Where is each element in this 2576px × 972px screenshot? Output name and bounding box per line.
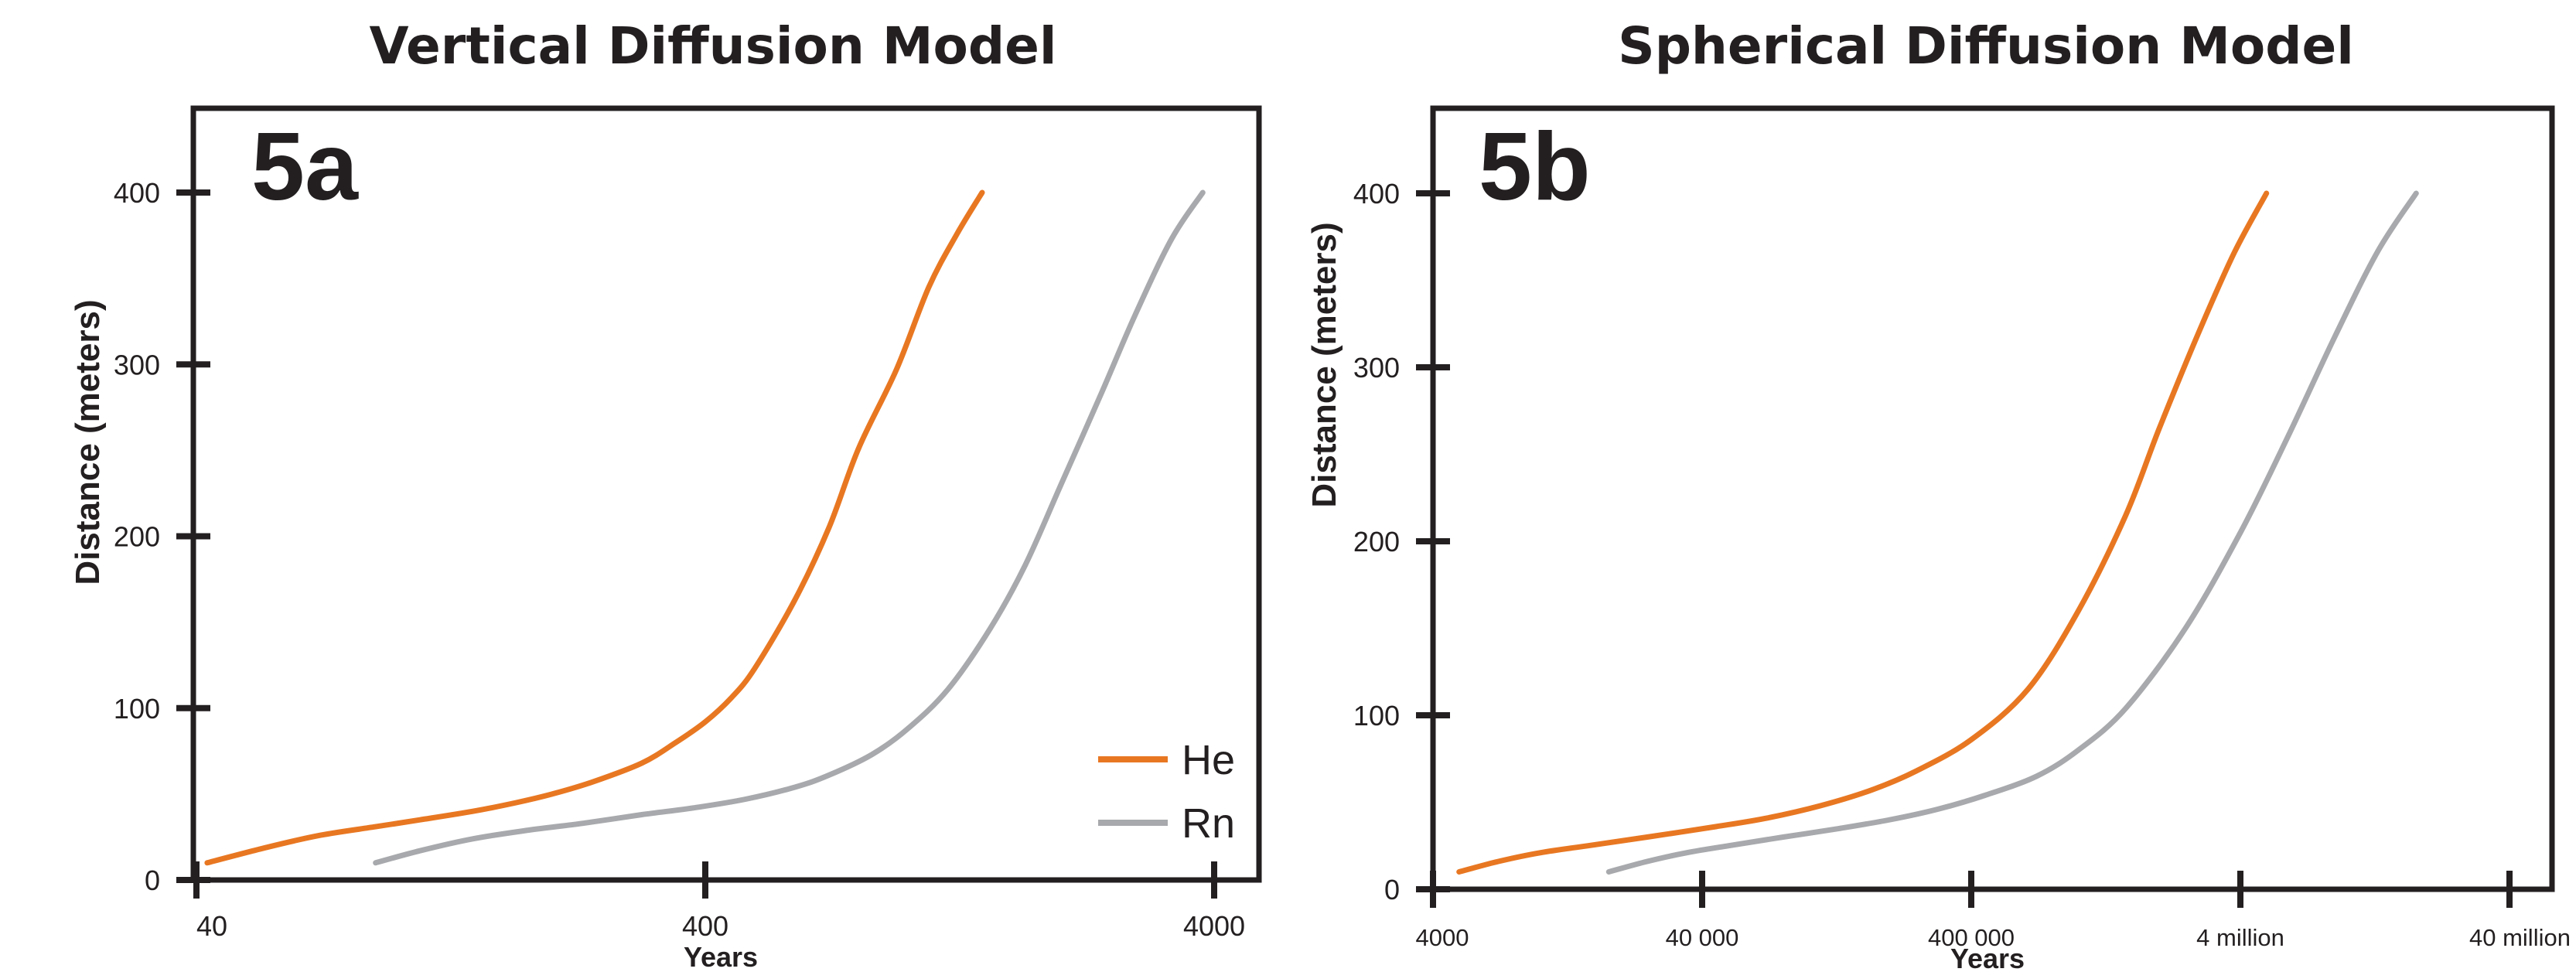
chart-title: Spherical Diffusion Model: [1618, 16, 2354, 76]
x-tick-label: 4 million: [2196, 924, 2284, 951]
x-tick-label: 400 000: [1928, 924, 2015, 951]
x-tick-label: 40: [196, 910, 227, 942]
plot-frame: [190, 105, 1262, 883]
series-line-he: [204, 189, 985, 866]
legend-label-he: He: [1182, 737, 1235, 783]
y-tick-label: 200: [114, 521, 160, 553]
y-tick-label: 100: [114, 693, 160, 725]
y-axis-label: Distance (meters): [69, 299, 107, 585]
y-tick-label: 0: [145, 865, 160, 896]
legend-label-rn: Rn: [1182, 800, 1235, 847]
chart-panel-5b: Spherical Diffusion Model 5b 0 100 200 300 400…: [1305, 16, 2571, 972]
y-tick-label: 300: [1353, 352, 1400, 384]
series-line-rn: [1605, 190, 2419, 875]
plot-frame: [1430, 105, 2555, 892]
y-tick-label: 400: [114, 177, 160, 209]
panel-label: 5b: [1479, 114, 1591, 220]
y-tick-label: 0: [1384, 874, 1400, 905]
x-tick-label: 4000: [1183, 910, 1245, 942]
legend: He Rn: [1098, 737, 1235, 847]
x-axis-label: Years: [684, 941, 758, 972]
y-tick-label: 200: [1353, 526, 1400, 558]
series-line-he: [1456, 190, 2270, 875]
series-line-rn: [373, 189, 1206, 866]
y-tick-label: 400: [1353, 178, 1400, 210]
x-tick-label: 40 million: [2469, 924, 2571, 951]
x-axis-label: Years: [1950, 943, 2025, 972]
y-tick-label: 100: [1353, 700, 1400, 732]
y-axis-label: Distance (meters): [1305, 222, 1343, 507]
panel-label: 5a: [251, 114, 359, 220]
x-tick-label: 400: [682, 910, 728, 942]
x-tick-label: 40 000: [1666, 924, 1739, 951]
chart-title: Vertical Diffusion Model: [370, 16, 1057, 76]
y-tick-label: 300: [114, 349, 160, 380]
x-tick-label: 4000: [1416, 924, 1469, 951]
